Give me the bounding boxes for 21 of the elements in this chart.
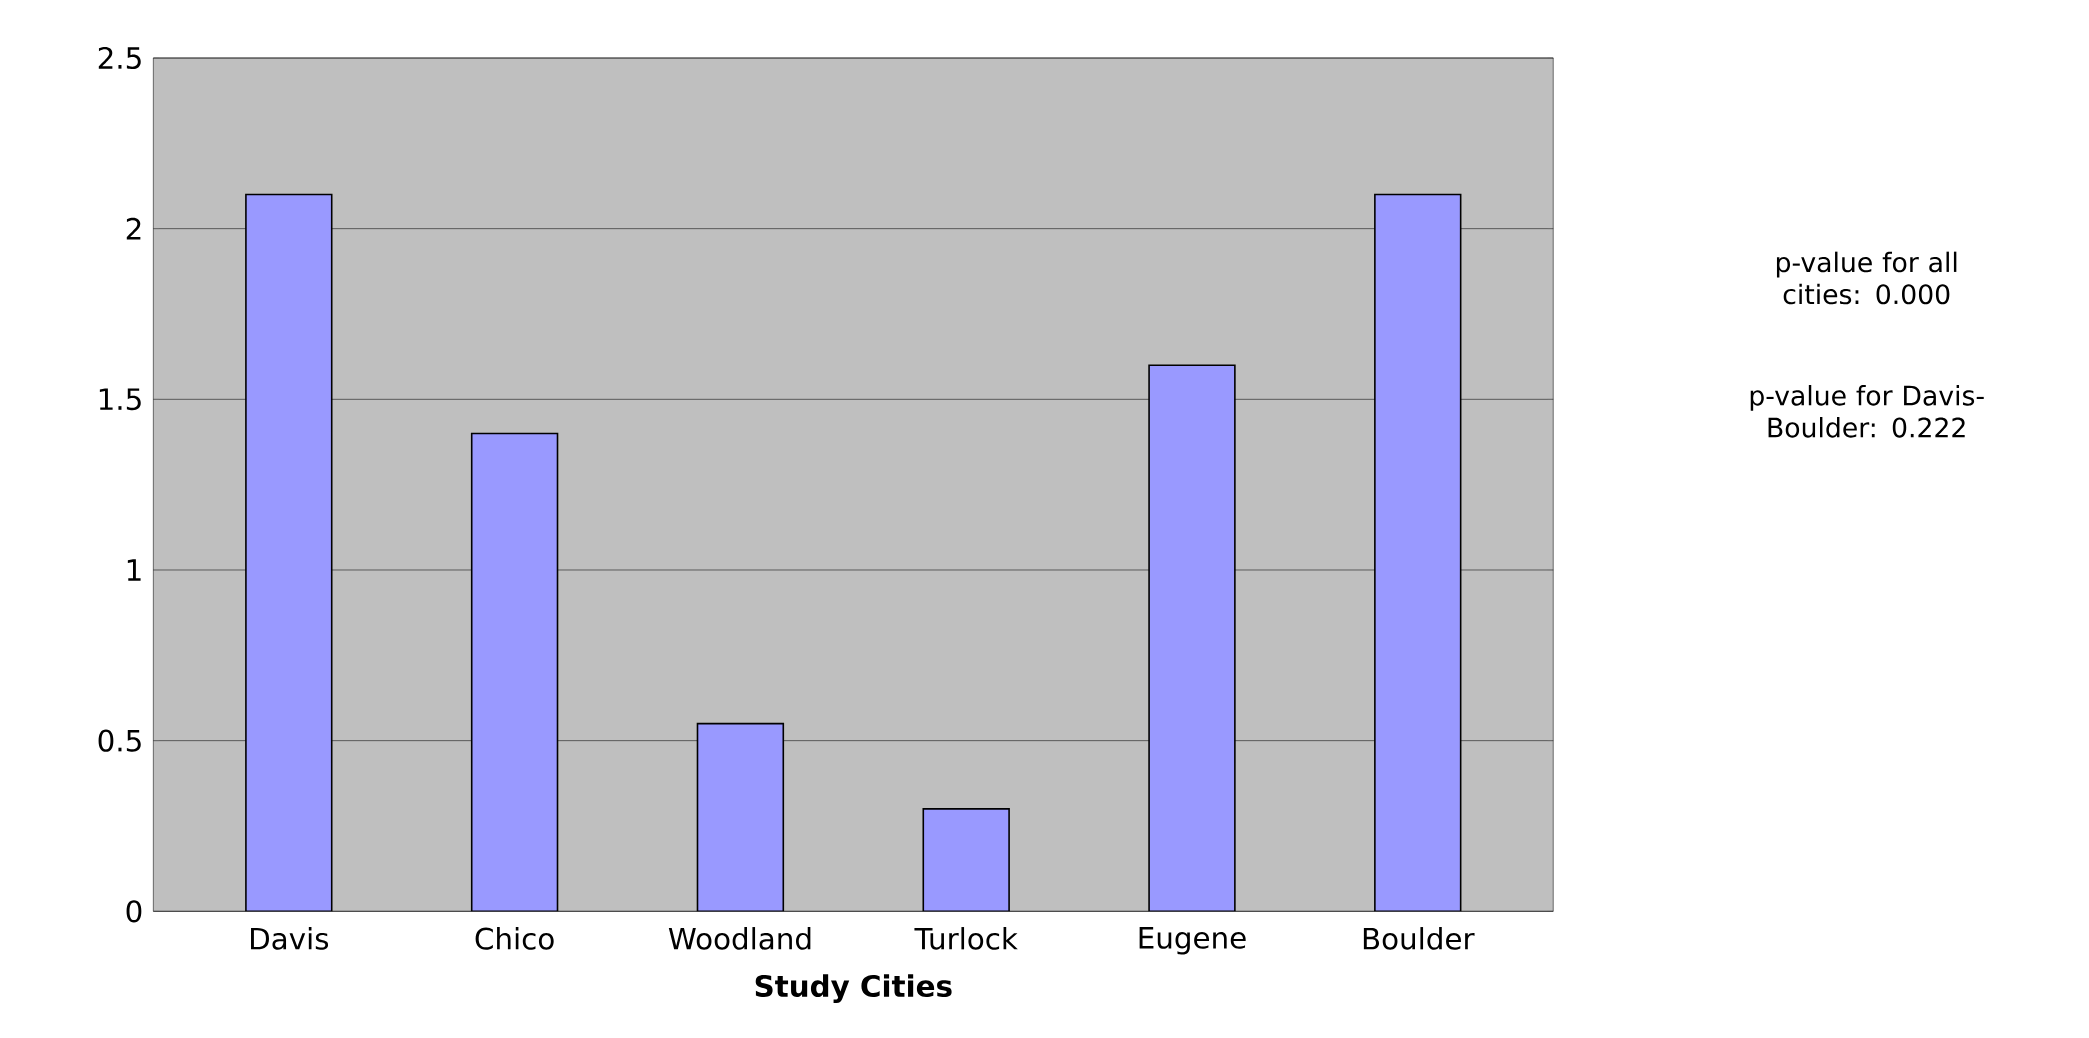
x-tick-label: Boulder: [1363, 927, 1475, 950]
bar: [470, 432, 559, 912]
x-tick-label: Eugene: [1139, 927, 1246, 955]
x-tick-label: Chico: [475, 927, 554, 950]
bar: [696, 722, 785, 912]
y-tick-label: 2: [126, 217, 141, 240]
bar: [245, 193, 333, 912]
y-tick-label: 2.5: [98, 46, 141, 70]
x-tick-label: Woodland: [668, 927, 811, 950]
x-axis-title: Study Cities: [755, 974, 952, 1003]
text: p-value for Davis-Boulder: 0.222: [1750, 385, 1984, 438]
bar: [1148, 364, 1236, 912]
y-tick-label: 0: [126, 900, 142, 923]
x-tick-label: Turlock: [914, 927, 1018, 950]
bar: [922, 808, 1010, 912]
text: p-value for all cities: 0.000: [1776, 251, 1957, 305]
x-tick-label: Davis: [251, 927, 329, 950]
y-tick-label: 1: [127, 559, 141, 581]
bar: [1374, 193, 1462, 912]
y-tick-label: 1.5: [99, 388, 141, 411]
y-tick-label: 0.5: [98, 729, 141, 752]
